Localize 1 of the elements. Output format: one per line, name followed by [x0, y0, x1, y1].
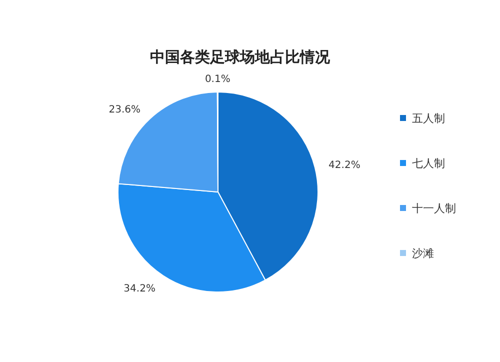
- title: 中国各类足球场地占比情况: [150, 48, 330, 66]
